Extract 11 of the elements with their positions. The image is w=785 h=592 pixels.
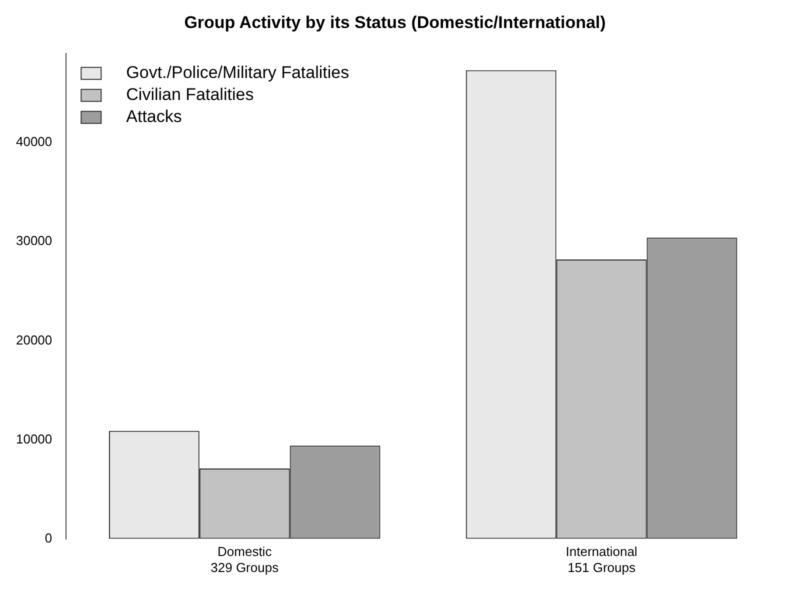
legend-label: Civilian Fatalities (126, 85, 254, 104)
y-tick-label: 10000 (16, 431, 52, 446)
y-tick-label: 0 (44, 530, 52, 546)
chart-title: Group Activity by its Status (Domestic/International) (184, 12, 606, 32)
legend-label: Attacks (126, 107, 182, 126)
x-tick-label: Domestic 329 Groups (210, 544, 280, 575)
y-tick-label: 20000 (16, 332, 52, 348)
y-tick-label: 40000 (16, 134, 52, 150)
y-tick-label: 30000 (16, 233, 52, 248)
x-tick-label: International 151 Groups (566, 544, 638, 575)
legend-label: Govt./Police/Military Fatalities (126, 63, 350, 82)
